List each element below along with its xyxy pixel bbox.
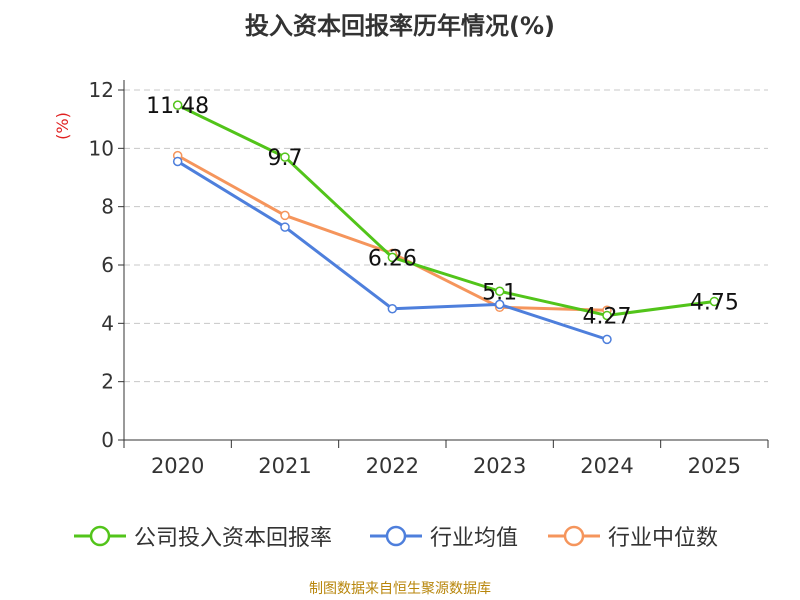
legend-item-industry-median[interactable]: 行业中位数	[548, 522, 719, 551]
data-point-0	[172, 100, 183, 110]
data-point-1	[494, 299, 505, 310]
data-point-0	[387, 252, 398, 263]
legend-marker-industry-mean	[370, 525, 422, 547]
data-label: 6.26	[368, 246, 417, 271]
data-label: 9.7	[268, 146, 303, 171]
data-point-0	[280, 152, 290, 162]
legend-marker-company	[74, 525, 126, 547]
y-tick-label: 12	[89, 78, 114, 102]
data-point-2	[280, 210, 290, 221]
data-label: 4.75	[690, 290, 739, 315]
y-tick-label: 2	[101, 370, 114, 394]
data-label: 4.27	[583, 304, 632, 329]
x-tick-label: 2025	[688, 454, 741, 478]
source-note: 制图数据来自恒生聚源数据库	[309, 581, 491, 597]
legend-label-industry-median: 行业中位数	[608, 526, 719, 551]
x-tick-label: 2020	[151, 454, 204, 478]
data-point-1	[602, 334, 612, 345]
data-point-1	[387, 304, 398, 314]
y-axis-label: (%)	[53, 112, 72, 140]
chart-title: 投入资本回报率历年情况(%)	[245, 12, 555, 40]
data-label: 5.1	[482, 280, 517, 305]
y-tick-label: 10	[89, 136, 114, 160]
y-tick-label: 6	[101, 253, 114, 277]
legend-label-industry-mean: 行业均值	[430, 526, 519, 551]
series-line-0	[177, 103, 715, 317]
legend-label-company: 公司投入资本回报率	[134, 526, 333, 551]
legend-marker-industry-median	[548, 525, 600, 547]
data-label: 11.48	[146, 94, 209, 119]
legend-item-company[interactable]: 公司投入资本回报率	[74, 522, 333, 551]
y-tick-label: 8	[101, 195, 114, 219]
legend-item-industry-mean[interactable]: 行业均值	[370, 522, 519, 551]
data-point-0	[709, 296, 720, 307]
series-line-2	[176, 154, 608, 312]
x-tick-label: 2022	[366, 454, 419, 478]
data-point-1	[280, 222, 290, 232]
data-point-0	[494, 286, 505, 296]
x-tick-label: 2024	[580, 454, 633, 478]
x-tick-label: 2023	[473, 454, 526, 478]
data-point-1	[172, 156, 183, 167]
x-tick-label: 2021	[258, 454, 311, 478]
y-tick-label: 0	[101, 428, 114, 452]
data-point-0	[602, 310, 612, 321]
y-tick-label: 4	[101, 311, 114, 335]
